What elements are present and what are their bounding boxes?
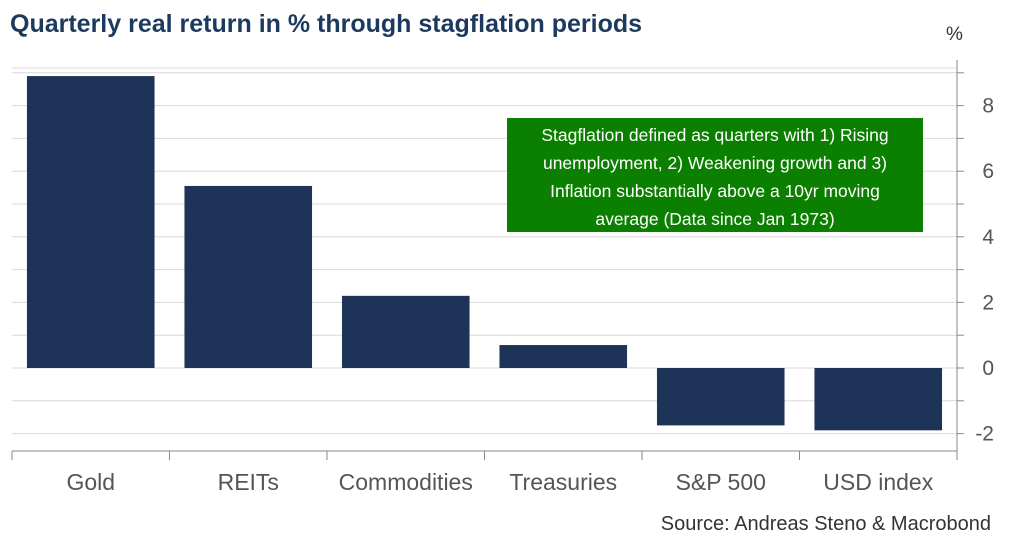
x-tick-label: Treasuries bbox=[509, 469, 617, 495]
y-tick-label: 0 bbox=[982, 357, 994, 380]
y-axis-unit-label: % bbox=[946, 24, 963, 45]
y-tick-label: -2 bbox=[975, 423, 994, 446]
y-tick-label: 4 bbox=[982, 226, 994, 249]
x-tick-label: USD index bbox=[823, 469, 933, 495]
source-note: Source: Andreas Steno & Macrobond bbox=[660, 513, 991, 535]
x-tick-label: S&P 500 bbox=[676, 469, 766, 495]
x-tick-label: Gold bbox=[66, 469, 115, 495]
x-tick-label: REITs bbox=[218, 469, 279, 495]
y-tick-label: 6 bbox=[982, 160, 994, 183]
axes bbox=[11, 60, 964, 460]
bar-commodities bbox=[341, 295, 470, 368]
y-tick-label: 8 bbox=[982, 95, 994, 118]
bar-treasuries bbox=[499, 345, 628, 368]
bar-reits bbox=[184, 185, 313, 368]
x-tick-label: Commodities bbox=[339, 469, 473, 495]
y-tick-label: 2 bbox=[982, 291, 994, 314]
stagflation-definition-note: Stagflation defined as quarters with 1) … bbox=[507, 118, 923, 232]
bar-s-p-500 bbox=[656, 368, 785, 426]
bars bbox=[26, 76, 943, 431]
bar-usd-index bbox=[814, 368, 943, 431]
bar-gold bbox=[26, 76, 155, 368]
chart-title: Quarterly real return in % through stagf… bbox=[10, 10, 643, 38]
tick-labels: -2 0 2 4 6 8 Gold REITs Commodities Treasuries S&P… bbox=[66, 95, 994, 495]
